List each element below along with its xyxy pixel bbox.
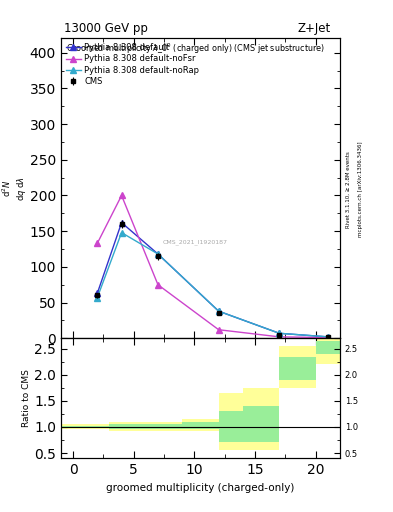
Pythia 8.308 default-noFsr	[277, 334, 282, 340]
Bar	[109, 424, 146, 429]
Bar	[316, 336, 340, 365]
Y-axis label: Ratio to CMS: Ratio to CMS	[22, 369, 31, 427]
Pythia 8.308 default-noFsr	[325, 334, 330, 340]
Y-axis label: $\mathrm{d}^2N$
$\mathrm{d}q\ \mathrm{d}\lambda$: $\mathrm{d}^2N$ $\mathrm{d}q\ \mathrm{d}…	[1, 176, 28, 201]
Bar	[146, 422, 182, 431]
Pythia 8.308 default-noRap	[119, 229, 124, 236]
Line: Pythia 8.308 default: Pythia 8.308 default	[94, 220, 331, 340]
Pythia 8.308 default-noRap	[216, 308, 221, 314]
Bar	[109, 422, 146, 431]
Bar	[243, 406, 279, 441]
Text: Rivet 3.1.10, ≥ 2.8M events: Rivet 3.1.10, ≥ 2.8M events	[346, 151, 351, 228]
Pythia 8.308 default-noRap	[325, 334, 330, 340]
Pythia 8.308 default-noFsr	[119, 193, 124, 199]
Text: Z+Jet: Z+Jet	[298, 22, 331, 34]
X-axis label: groomed multiplicity (charged-only): groomed multiplicity (charged-only)	[106, 483, 295, 493]
Pythia 8.308 default	[95, 290, 100, 296]
Bar	[219, 411, 243, 441]
Bar	[61, 426, 109, 428]
Pythia 8.308 default-noFsr	[216, 327, 221, 333]
Legend: Pythia 8.308 default, Pythia 8.308 default-noFsr, Pythia 8.308 default-noRap, CM: Pythia 8.308 default, Pythia 8.308 defau…	[63, 41, 202, 88]
Text: Groomed multiplicity $\lambda\_0^0$ (charged only) (CMS jet substructure): Groomed multiplicity $\lambda\_0^0$ (cha…	[66, 41, 326, 56]
Pythia 8.308 default-noRap	[95, 294, 100, 301]
Bar	[219, 393, 243, 451]
Text: CMS_2021_I1920187: CMS_2021_I1920187	[162, 240, 227, 245]
Bar	[182, 422, 219, 429]
Bar	[182, 419, 219, 431]
Pythia 8.308 default	[325, 334, 330, 340]
Text: mcplots.cern.ch [arXiv:1306.3436]: mcplots.cern.ch [arXiv:1306.3436]	[358, 142, 363, 237]
Bar	[279, 346, 316, 388]
Bar	[146, 424, 182, 429]
Pythia 8.308 default	[119, 220, 124, 226]
Text: 13000 GeV pp: 13000 GeV pp	[64, 22, 148, 34]
Pythia 8.308 default-noFsr	[95, 240, 100, 246]
Pythia 8.308 default	[277, 330, 282, 336]
Bar	[61, 424, 109, 429]
Pythia 8.308 default	[216, 308, 221, 314]
Line: Pythia 8.308 default-noFsr: Pythia 8.308 default-noFsr	[94, 193, 331, 340]
Bar	[243, 388, 279, 451]
Pythia 8.308 default	[156, 251, 160, 257]
Bar	[279, 356, 316, 380]
Pythia 8.308 default-noRap	[277, 330, 282, 336]
Pythia 8.308 default-noFsr	[156, 282, 160, 288]
Pythia 8.308 default-noRap	[156, 251, 160, 257]
Line: Pythia 8.308 default-noRap: Pythia 8.308 default-noRap	[94, 229, 331, 340]
Bar	[316, 341, 340, 354]
